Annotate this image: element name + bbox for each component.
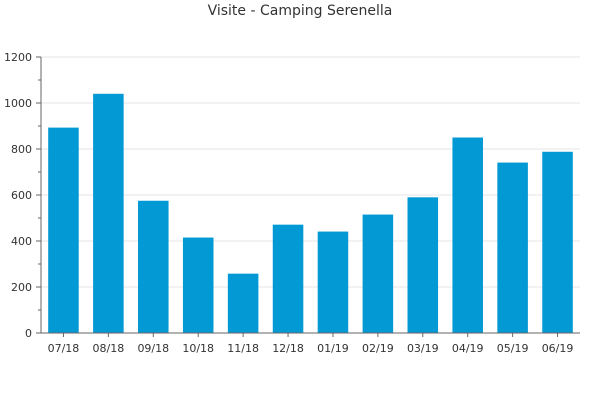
bar bbox=[93, 93, 124, 333]
y-tick-label: 0 bbox=[25, 327, 32, 340]
bar bbox=[407, 197, 439, 333]
y-tick-labels: 0 200 400 600 800 1000 1200 bbox=[4, 51, 32, 340]
bar bbox=[182, 237, 214, 333]
bar bbox=[452, 137, 483, 333]
chart-title: Visite - Camping Serenella bbox=[207, 3, 393, 19]
x-tick-label: 10/18 bbox=[182, 342, 214, 355]
x-tick-label: 03/19 bbox=[407, 342, 439, 355]
y-tick-label: 1200 bbox=[4, 51, 32, 64]
y-tick-label: 400 bbox=[11, 235, 32, 248]
x-tick-labels: 07/18 08/18 09/18 10/18 11/18 12/18 01/19 02/19… bbox=[48, 342, 574, 355]
axes bbox=[36, 56, 580, 337]
x-tick-label: 01/19 bbox=[317, 342, 349, 355]
x-tick-label: 05/19 bbox=[497, 342, 529, 355]
x-tick-label: 07/18 bbox=[48, 342, 80, 355]
bar bbox=[227, 273, 259, 333]
bar bbox=[48, 127, 79, 333]
y-tick-label: 200 bbox=[11, 281, 32, 294]
x-tick-label: 04/19 bbox=[452, 342, 484, 355]
bar bbox=[272, 224, 304, 333]
y-tick-label: 1000 bbox=[4, 97, 32, 110]
bar bbox=[497, 162, 528, 333]
bar bbox=[138, 200, 169, 333]
bar bbox=[362, 214, 394, 333]
x-tick-label: 06/19 bbox=[542, 342, 574, 355]
x-tick-label: 02/19 bbox=[362, 342, 394, 355]
x-tick-label: 11/18 bbox=[227, 342, 259, 355]
y-tick-label: 800 bbox=[11, 143, 32, 156]
gridlines bbox=[41, 56, 580, 288]
bar bbox=[542, 151, 573, 333]
x-tick-label: 12/18 bbox=[272, 342, 304, 355]
y-tick-label: 600 bbox=[11, 189, 32, 202]
bars bbox=[48, 93, 573, 333]
x-tick-label: 09/18 bbox=[137, 342, 169, 355]
bar bbox=[317, 231, 349, 333]
x-tick-label: 08/18 bbox=[93, 342, 125, 355]
